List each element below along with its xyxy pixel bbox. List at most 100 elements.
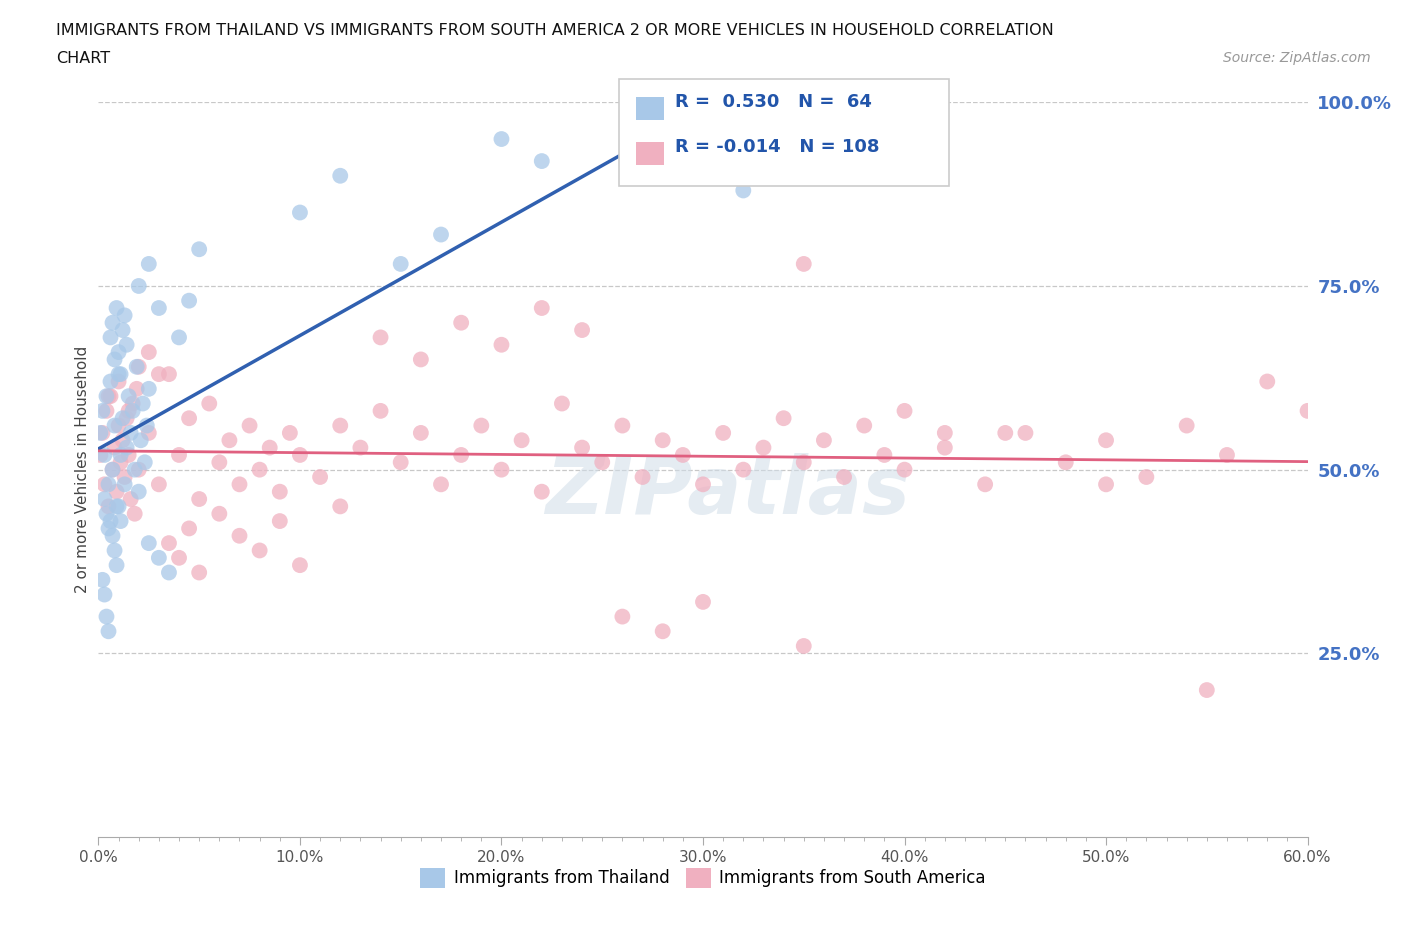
Point <box>103 440 125 455</box>
Point <box>491 131 513 146</box>
Point <box>228 528 250 543</box>
Point <box>103 418 125 433</box>
Point <box>853 110 876 125</box>
Point <box>100 330 122 345</box>
Point <box>128 485 150 499</box>
Point <box>125 381 148 396</box>
Point <box>110 447 132 462</box>
Point <box>100 513 122 528</box>
Point <box>134 455 156 470</box>
Point <box>218 432 240 447</box>
Point <box>115 338 138 352</box>
Point <box>389 257 412 272</box>
Point <box>110 455 132 470</box>
Point <box>530 300 553 315</box>
Point <box>100 374 122 389</box>
Point <box>91 426 114 441</box>
Point <box>107 418 129 433</box>
Point <box>752 440 775 455</box>
Point <box>105 558 128 573</box>
Point <box>148 477 170 492</box>
Point <box>269 513 291 528</box>
Point <box>188 242 211 257</box>
Point <box>124 462 146 477</box>
Point <box>450 315 472 330</box>
Text: CHART: CHART <box>56 51 110 66</box>
Point <box>530 153 553 168</box>
Point <box>138 536 160 551</box>
Point <box>370 330 392 345</box>
Point <box>329 418 352 433</box>
Point <box>129 432 152 447</box>
Point <box>188 565 211 580</box>
Point <box>157 565 180 580</box>
Point <box>91 573 114 588</box>
Point <box>179 411 201 426</box>
Point <box>167 330 190 345</box>
Point <box>672 447 695 462</box>
Text: Source: ZipAtlas.com: Source: ZipAtlas.com <box>1223 51 1371 65</box>
Point <box>651 432 673 447</box>
Point <box>491 462 513 477</box>
Point <box>893 404 915 418</box>
Point <box>733 462 755 477</box>
Point <box>249 462 271 477</box>
Point <box>329 498 352 513</box>
Point <box>103 543 125 558</box>
Point <box>89 447 111 462</box>
Y-axis label: 2 or more Vehicles in Household: 2 or more Vehicles in Household <box>75 346 90 593</box>
Point <box>1014 426 1036 441</box>
Point <box>269 485 291 499</box>
Point <box>893 462 915 477</box>
Point <box>114 308 136 323</box>
Point <box>733 183 755 198</box>
Point <box>1095 432 1118 447</box>
Point <box>97 498 120 513</box>
Point <box>853 418 876 433</box>
Point <box>631 470 654 485</box>
Point <box>111 432 134 447</box>
Point <box>124 506 146 521</box>
Point <box>994 426 1017 441</box>
Point <box>128 359 150 374</box>
Point <box>934 440 956 455</box>
Point <box>934 426 956 441</box>
Point <box>793 257 815 272</box>
Point <box>349 440 371 455</box>
Point <box>409 426 432 441</box>
Point <box>93 477 115 492</box>
Point <box>118 404 141 418</box>
Point <box>772 411 794 426</box>
Point <box>1095 477 1118 492</box>
Point <box>96 404 118 418</box>
Point <box>430 227 453 242</box>
Point <box>121 396 143 411</box>
Point <box>148 551 170 565</box>
Point <box>132 396 155 411</box>
Point <box>571 440 593 455</box>
Point <box>651 624 673 639</box>
Point <box>96 389 118 404</box>
Point <box>1216 447 1239 462</box>
Point <box>430 477 453 492</box>
Point <box>114 477 136 492</box>
Point <box>96 609 118 624</box>
Point <box>138 426 160 441</box>
Legend: Immigrants from Thailand, Immigrants from South America: Immigrants from Thailand, Immigrants fro… <box>413 861 993 895</box>
Point <box>120 492 142 507</box>
Text: IMMIGRANTS FROM THAILAND VS IMMIGRANTS FROM SOUTH AMERICA 2 OR MORE VEHICLES IN : IMMIGRANTS FROM THAILAND VS IMMIGRANTS F… <box>56 23 1054 38</box>
Point <box>148 300 170 315</box>
Point <box>118 389 141 404</box>
Point <box>157 536 180 551</box>
Point <box>138 381 160 396</box>
Point <box>510 432 533 447</box>
Point <box>103 352 125 367</box>
Point <box>711 426 734 441</box>
Point <box>793 455 815 470</box>
Point <box>138 345 160 360</box>
Point <box>135 418 157 433</box>
Point <box>105 485 128 499</box>
Point <box>228 477 250 492</box>
Point <box>329 168 352 183</box>
Point <box>239 418 262 433</box>
